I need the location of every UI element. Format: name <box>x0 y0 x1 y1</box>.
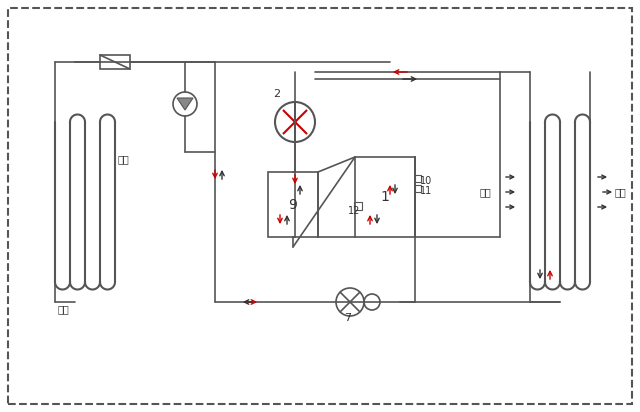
Bar <box>268 172 318 237</box>
Text: 11: 11 <box>420 186 432 196</box>
Text: 7: 7 <box>344 313 351 323</box>
Bar <box>415 185 421 192</box>
Bar <box>100 55 130 69</box>
Text: 进水: 进水 <box>118 154 130 164</box>
Bar <box>354 202 362 210</box>
Text: 12: 12 <box>348 206 360 216</box>
Bar <box>415 175 421 182</box>
Text: 进风: 进风 <box>480 187 492 197</box>
Text: 9: 9 <box>289 197 298 211</box>
Polygon shape <box>177 98 193 110</box>
Text: 1: 1 <box>381 190 389 204</box>
Text: 出风: 出风 <box>615 187 627 197</box>
Bar <box>355 157 415 237</box>
Text: 出水: 出水 <box>58 304 70 314</box>
Text: 2: 2 <box>273 89 280 99</box>
Text: 10: 10 <box>420 176 432 186</box>
